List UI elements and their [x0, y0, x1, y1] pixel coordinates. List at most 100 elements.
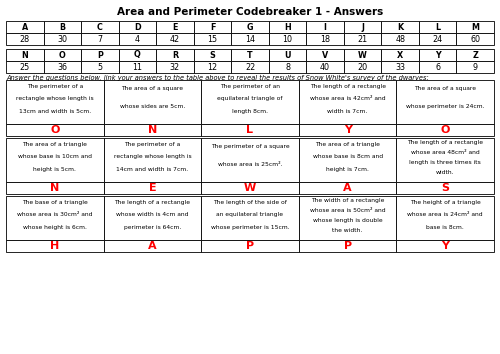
Bar [344, 49, 382, 61]
Bar [456, 21, 494, 33]
Bar [6, 49, 44, 61]
Bar [104, 124, 201, 136]
Bar [269, 61, 306, 73]
Bar [396, 138, 494, 182]
Text: 6: 6 [435, 63, 440, 72]
Text: 32: 32 [170, 63, 180, 72]
Bar [104, 80, 201, 124]
Text: L: L [435, 23, 440, 32]
Text: 21: 21 [358, 34, 368, 44]
Text: G: G [247, 23, 254, 32]
Text: Y: Y [441, 241, 449, 251]
Text: whose area is 50cm² and: whose area is 50cm² and [310, 208, 386, 213]
Text: 18: 18 [320, 34, 330, 44]
Bar [6, 196, 103, 240]
Text: 5: 5 [98, 63, 102, 72]
Text: 13cm and width is 5cm.: 13cm and width is 5cm. [18, 109, 91, 114]
Bar [104, 196, 201, 240]
Text: B: B [59, 23, 66, 32]
Bar [231, 49, 269, 61]
Text: 11: 11 [132, 63, 142, 72]
Bar [194, 21, 231, 33]
Bar [6, 240, 103, 252]
Bar [419, 49, 457, 61]
Text: Area and Perimeter Codebreaker 1 - Answers: Area and Perimeter Codebreaker 1 - Answe… [117, 7, 383, 17]
Text: base is 8cm.: base is 8cm. [426, 225, 464, 230]
Text: P: P [246, 241, 254, 251]
Text: V: V [322, 51, 328, 59]
Bar [231, 33, 269, 45]
Text: whose area is 30cm² and: whose area is 30cm² and [17, 212, 92, 217]
Text: equilateral triangle of: equilateral triangle of [217, 96, 283, 101]
Text: 4: 4 [135, 34, 140, 44]
Bar [299, 182, 396, 194]
Bar [194, 49, 231, 61]
Text: A: A [22, 23, 28, 32]
Text: 25: 25 [20, 63, 30, 72]
Text: The length of a rectangle: The length of a rectangle [310, 84, 386, 89]
Text: N: N [50, 183, 59, 193]
Bar [269, 49, 306, 61]
Bar [81, 49, 118, 61]
Text: 14: 14 [245, 34, 255, 44]
Bar [44, 21, 81, 33]
Bar [231, 21, 269, 33]
Text: M: M [471, 23, 479, 32]
Text: D: D [134, 23, 140, 32]
Text: whose perimeter is 24cm.: whose perimeter is 24cm. [406, 104, 484, 109]
Text: 33: 33 [395, 63, 405, 72]
Bar [201, 80, 299, 124]
Text: H: H [50, 241, 59, 251]
Bar [201, 182, 299, 194]
Text: A: A [148, 241, 156, 251]
Text: The length of the side of: The length of the side of [213, 200, 287, 205]
Text: S: S [441, 183, 449, 193]
Bar [299, 196, 396, 240]
Text: perimeter is 64cm.: perimeter is 64cm. [124, 225, 181, 230]
Text: whose perimeter is 15cm.: whose perimeter is 15cm. [210, 225, 290, 230]
Text: 42: 42 [170, 34, 180, 44]
Bar [306, 21, 344, 33]
Text: U: U [284, 51, 291, 59]
Text: 22: 22 [245, 63, 255, 72]
Bar [201, 196, 299, 240]
Text: The area of a triangle: The area of a triangle [315, 142, 380, 147]
Bar [306, 33, 344, 45]
Bar [156, 33, 194, 45]
Text: The area of a square: The area of a square [122, 86, 184, 91]
Bar [382, 61, 419, 73]
Bar [306, 49, 344, 61]
Text: The height of a triangle: The height of a triangle [410, 200, 480, 205]
Text: H: H [284, 23, 291, 32]
Text: 60: 60 [470, 34, 480, 44]
Bar [396, 196, 494, 240]
Bar [201, 240, 299, 252]
Bar [156, 49, 194, 61]
Text: rectangle whose length is: rectangle whose length is [114, 154, 191, 159]
Text: N: N [22, 51, 28, 59]
Bar [419, 21, 457, 33]
Text: The perimeter of an: The perimeter of an [220, 84, 280, 89]
Text: 8: 8 [285, 63, 290, 72]
Bar [396, 124, 494, 136]
Text: whose base is 8cm and: whose base is 8cm and [312, 154, 382, 159]
Text: N: N [148, 125, 157, 135]
Bar [6, 33, 44, 45]
Bar [382, 49, 419, 61]
Bar [201, 138, 299, 182]
Text: rectangle whose length is: rectangle whose length is [16, 96, 94, 101]
Text: width is 7cm.: width is 7cm. [328, 109, 368, 114]
Bar [269, 21, 306, 33]
Bar [118, 21, 156, 33]
Bar [456, 61, 494, 73]
Bar [299, 80, 396, 124]
Text: F: F [210, 23, 215, 32]
Bar [344, 33, 382, 45]
Bar [6, 138, 103, 182]
Bar [104, 182, 201, 194]
Bar [194, 33, 231, 45]
Text: whose height is 6cm.: whose height is 6cm. [23, 225, 86, 230]
Text: 36: 36 [58, 63, 68, 72]
Bar [269, 33, 306, 45]
Bar [194, 61, 231, 73]
